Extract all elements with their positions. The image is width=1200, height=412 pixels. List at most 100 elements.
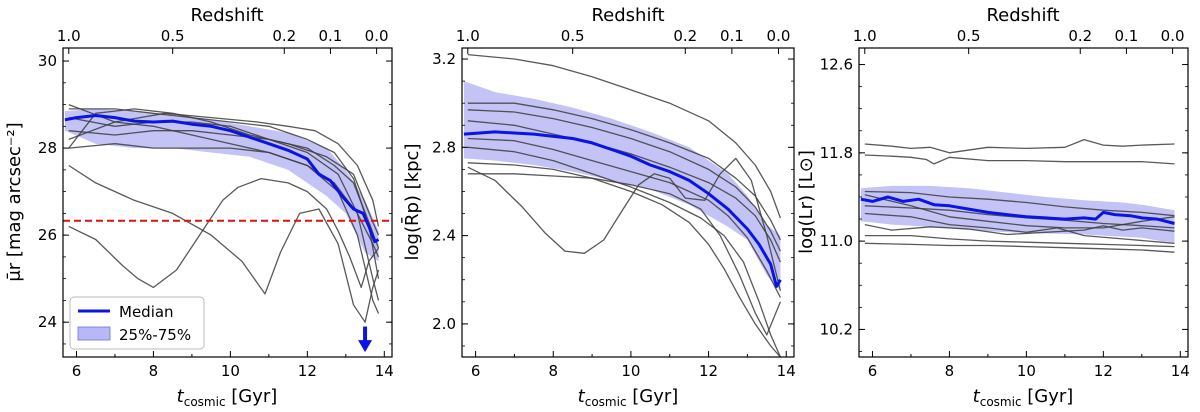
x-tick-label: 12 xyxy=(699,362,718,380)
redshift-axis-ticks: 1.0 0.5 0.2 0.1 0.0 xyxy=(853,27,1185,54)
redshift-tick-label: 0.2 xyxy=(673,27,697,45)
y-axis-label: log(Lr) [L⊙] xyxy=(796,150,817,254)
x-tick-label: 10 xyxy=(621,362,640,380)
y-axis-ticks: 2.0 2.4 2.8 3.2 xyxy=(432,50,794,347)
redshift-tick-label: 0.5 xyxy=(161,27,185,45)
iqr-band-area xyxy=(64,108,379,262)
plot-frame xyxy=(858,47,1189,358)
redshift-tick-label: 1.0 xyxy=(853,27,877,45)
y-axis-ticks: 10.2 11.0 11.8 12.6 xyxy=(820,56,1188,352)
panel-surface-brightness: 6 8 10 12 14 24 26 28 30 1.0 0.5 0.2 0.1 0.0 Redshi… xyxy=(4,5,394,409)
y-tick-label: 30 xyxy=(38,52,57,70)
median-line xyxy=(463,130,782,288)
galaxy-track-4 xyxy=(467,120,781,263)
galaxy-tracks xyxy=(864,138,1175,253)
redshift-axis-ticks: 1.0 0.5 0.2 0.1 0.0 xyxy=(456,27,791,54)
x-tick-label: 6 xyxy=(868,362,878,380)
down-arrow-icon xyxy=(358,326,373,353)
x-tick-label: 14 xyxy=(1171,362,1190,380)
x-tick-label: 12 xyxy=(298,362,317,380)
legend-band-label: 25%-75% xyxy=(119,326,191,344)
galaxy-track-1 xyxy=(467,53,782,219)
median-curve xyxy=(860,195,1175,225)
legend-median-label: Median xyxy=(119,303,174,321)
x-tick-label: 8 xyxy=(945,362,955,380)
redshift-tick-label: 0.0 xyxy=(365,27,389,45)
panel-luminosity: 6 8 10 12 14 10.2 11.0 11.8 12.6 1.0 0.5 0.2 0.1 0.… xyxy=(796,5,1190,409)
top-axis-title: Redshift xyxy=(986,5,1059,26)
galaxy-track-9 xyxy=(68,164,380,323)
galaxy-track-4 xyxy=(68,108,380,236)
y-tick-label: 12.6 xyxy=(820,56,853,74)
median-line xyxy=(860,195,1175,225)
galaxy-tracks xyxy=(467,53,782,357)
x-tick-label: 8 xyxy=(548,362,558,380)
galaxy-track-5 xyxy=(864,223,1175,236)
galaxy-track-1 xyxy=(864,138,1175,154)
galaxy-track-2 xyxy=(467,102,781,241)
x-tick-label: 8 xyxy=(149,362,159,380)
redshift-tick-label: 0.1 xyxy=(319,27,343,45)
x-axis-label: tcosmic [Gyr] xyxy=(578,386,679,409)
redshift-tick-label: 0.5 xyxy=(957,27,981,45)
galaxy-track-9 xyxy=(864,194,1175,229)
x-axis-ticks: 6 8 10 12 14 xyxy=(868,351,1190,380)
y-tick-label: 2.4 xyxy=(432,227,456,245)
x-axis-ticks: 6 8 10 12 14 xyxy=(72,351,394,380)
galaxy-track-5 xyxy=(68,130,380,249)
galaxy-track-8 xyxy=(68,177,380,289)
arrow-head xyxy=(358,340,373,353)
x-tick-label: 12 xyxy=(1094,362,1113,380)
legend-band-swatch xyxy=(77,326,111,341)
redshift-tick-label: 0.2 xyxy=(1068,27,1092,45)
redshift-tick-label: 0.2 xyxy=(272,27,296,45)
plot-frame xyxy=(62,47,393,358)
x-tick-label: 10 xyxy=(221,362,240,380)
galaxy-tracks xyxy=(68,103,380,323)
galaxy-track-8 xyxy=(864,242,1175,253)
redshift-tick-label: 0.1 xyxy=(720,27,744,45)
redshift-tick-label: 0.0 xyxy=(767,27,791,45)
y-tick-label: 11.8 xyxy=(820,144,853,162)
median-curve xyxy=(64,114,380,244)
top-axis-title: Redshift xyxy=(190,5,263,26)
galaxy-track-9 xyxy=(467,173,782,336)
x-tick-label: 14 xyxy=(375,362,394,380)
galaxy-track-7 xyxy=(467,162,781,357)
galaxy-track-6 xyxy=(467,146,781,357)
y-axis-label: μ̄r [mag arcsec⁻²] xyxy=(4,122,25,281)
median-line xyxy=(64,114,380,244)
x-axis-label: tcosmic [Gyr] xyxy=(177,386,278,409)
redshift-tick-label: 0.0 xyxy=(1161,27,1185,45)
galaxy-track-6 xyxy=(864,212,1175,244)
y-tick-label: 26 xyxy=(38,226,57,244)
redshift-tick-label: 1.0 xyxy=(456,27,480,45)
x-axis-label: tcosmic [Gyr] xyxy=(973,386,1074,409)
legend: Median 25%-75% xyxy=(69,296,205,350)
y-tick-label: 11.0 xyxy=(820,232,853,250)
panel-petrosian-radius: 6 8 10 12 14 2.0 2.4 2.8 3.2 1.0 0.5 0.2 0.1 0.0 Re… xyxy=(401,5,796,409)
y-tick-label: 2.8 xyxy=(432,138,456,156)
iqr-band xyxy=(64,108,379,262)
x-tick-label: 6 xyxy=(471,362,481,380)
y-axis-label: log(R̄p) [kpc] xyxy=(401,144,423,261)
galaxy-track-8 xyxy=(467,157,782,291)
y-axis-ticks: 24 26 28 30 xyxy=(38,52,392,345)
x-tick-label: 14 xyxy=(777,362,796,380)
x-tick-label: 6 xyxy=(72,362,82,380)
galaxy-track-7 xyxy=(864,234,1175,248)
top-axis-title: Redshift xyxy=(591,5,664,26)
iqr-band-area xyxy=(463,81,781,291)
redshift-tick-label: 0.5 xyxy=(561,27,585,45)
redshift-axis-ticks: 1.0 0.5 0.2 0.1 0.0 xyxy=(57,27,389,54)
galaxy-track-3 xyxy=(864,190,1175,217)
redshift-tick-label: 1.0 xyxy=(57,27,81,45)
y-tick-label: 2.0 xyxy=(432,315,456,333)
median-curve xyxy=(463,130,782,288)
galaxy-track-6 xyxy=(68,143,380,258)
y-tick-label: 3.2 xyxy=(432,50,456,68)
plot-frame xyxy=(461,47,795,358)
x-axis-ticks: 6 8 10 12 14 xyxy=(471,351,796,380)
galaxy-track-5 xyxy=(467,137,781,298)
